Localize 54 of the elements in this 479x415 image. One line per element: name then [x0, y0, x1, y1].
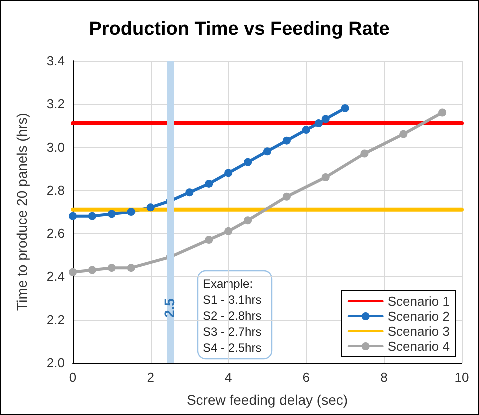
point [360, 150, 369, 158]
annotation: S4 - 2.5hrs [203, 341, 262, 355]
point [322, 173, 330, 182]
point [88, 266, 96, 274]
x-tick-label: 0 [69, 370, 77, 385]
legend-label: Scenario 1 [388, 294, 450, 309]
annotation: S2 - 2.8hrs [203, 309, 262, 323]
point [282, 136, 291, 145]
x-axis-title: Screw feeding delay (sec) [186, 392, 348, 408]
y-tick-label: 2.4 [46, 269, 65, 284]
point [108, 210, 116, 218]
point [224, 227, 233, 236]
ref-line-label: 2.5 [161, 298, 178, 318]
point [108, 264, 116, 272]
legend-label: Scenario 3 [388, 324, 450, 339]
point [322, 115, 330, 124]
annotation: S1 - 3.1hrs [203, 293, 262, 307]
point [264, 148, 272, 156]
x-tick-label: 6 [302, 370, 310, 385]
point [88, 212, 96, 220]
point [302, 126, 310, 134]
point [244, 158, 252, 166]
y-tick-label: 3.0 [46, 140, 65, 155]
y-tick-label: 2.0 [46, 356, 65, 370]
annotation: Example: [203, 277, 254, 291]
x-tick-label: 2 [147, 370, 154, 385]
point [438, 108, 447, 117]
point [127, 208, 136, 216]
point [186, 188, 194, 197]
chart-title: Production Time vs Feeding Rate [89, 19, 390, 40]
annotation: S3 - 2.7hrs [203, 325, 262, 339]
y-tick-label: 2.8 [46, 182, 65, 198]
y-tick-label: 3.4 [46, 54, 65, 68]
point [69, 212, 77, 220]
x-tick-label: 10 [454, 370, 470, 385]
y-tick-label: 2.6 [46, 226, 65, 242]
point [205, 180, 214, 188]
point [400, 130, 408, 138]
point [224, 169, 233, 178]
point [314, 120, 323, 128]
point [341, 104, 350, 112]
y-axis-title: Time to produce 20 panels (hrs) [14, 113, 30, 311]
y-tick-label: 3.2 [46, 96, 65, 112]
legend-label: Scenario 2 [388, 309, 450, 324]
point [244, 216, 252, 225]
point [146, 204, 155, 212]
y-tick-label: 2.2 [46, 312, 65, 328]
x-tick-label: 8 [380, 370, 388, 385]
point [69, 268, 77, 276]
x-tick-label: 4 [224, 370, 232, 385]
point [282, 192, 291, 201]
legend-label: Scenario 4 [388, 339, 450, 354]
point [127, 264, 136, 272]
point [205, 236, 214, 244]
